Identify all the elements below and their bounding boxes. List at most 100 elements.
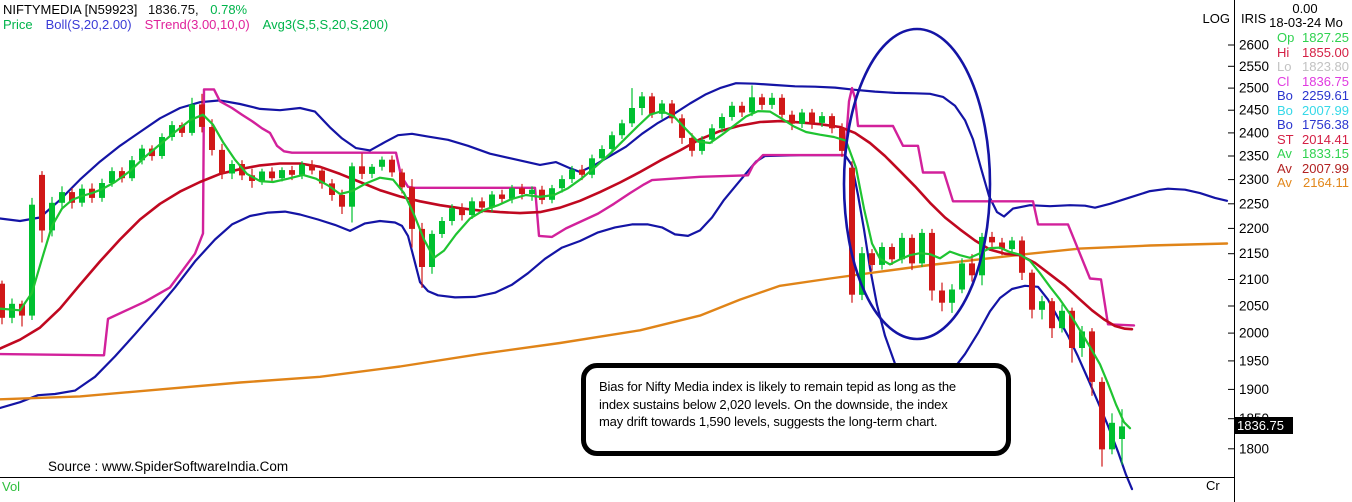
candle-body (259, 171, 265, 181)
candle-body (179, 125, 185, 133)
candle-body (1009, 240, 1015, 250)
chart-header: NIFTYMEDIA [N59923] 1836.75, 0.78% (3, 2, 247, 17)
candle-body (919, 232, 925, 264)
panel-row-lo: Lo 1823.80 (1277, 59, 1349, 75)
candle-body (689, 137, 695, 151)
candle-body (479, 201, 485, 208)
y-tick-label: 2100 (1239, 272, 1269, 287)
last-price: 1836.75, (148, 2, 199, 17)
series-sma-20 (0, 119, 1134, 350)
panel-row-st: ST 2014.41 (1277, 131, 1349, 147)
candle-body (119, 171, 125, 179)
candle-body (1059, 310, 1065, 329)
volume-pane-label: Vol (2, 479, 21, 494)
candle-body (549, 188, 555, 200)
candle-body (459, 208, 465, 216)
candle-body (939, 290, 945, 303)
candle-body (929, 232, 935, 291)
candle-body (319, 170, 325, 184)
candle-body (799, 112, 805, 124)
candle-body (859, 253, 865, 295)
y-tick-label: 2350 (1239, 149, 1269, 164)
candle-body (219, 149, 225, 174)
candle-body (579, 169, 585, 175)
candle-body (499, 194, 505, 199)
candle-body (389, 159, 395, 173)
candle-body (69, 192, 75, 203)
candle-body (829, 116, 835, 129)
candle-body (229, 164, 235, 174)
candle-body (159, 137, 165, 156)
candle-body (1089, 331, 1095, 382)
candle-body (169, 125, 175, 137)
candle-body (969, 263, 975, 276)
candle-body (49, 202, 55, 231)
y-tick-label: 2050 (1239, 299, 1269, 314)
candle-body (989, 236, 995, 243)
candle-body (1109, 422, 1115, 450)
legend-boll[interactable]: Boll(S,20,2.00) (45, 17, 132, 32)
candle-body (489, 194, 495, 208)
panel-row-av: Av 2164.11 (1277, 175, 1349, 191)
candle-body (869, 253, 875, 265)
candle-body (509, 188, 515, 199)
y-tick-label: 2300 (1239, 172, 1269, 187)
candle-body (1049, 301, 1055, 329)
candle-body (309, 164, 315, 171)
candle-body (849, 167, 855, 295)
candle-body (879, 247, 885, 265)
y-tick-label: 2150 (1239, 246, 1269, 261)
candle-body (269, 171, 275, 179)
candle-body (1069, 310, 1075, 348)
candle-body (559, 179, 565, 189)
candle-body (1119, 426, 1125, 439)
source-credit: Source : www.SpiderSoftwareIndia.Com (48, 459, 289, 474)
candle-body (789, 114, 795, 124)
candle-body (819, 116, 825, 123)
candle-body (709, 128, 715, 140)
candle-body (19, 303, 25, 316)
candle-body (729, 105, 735, 117)
legend-strend[interactable]: STrend(3.00,10,0) (144, 17, 250, 32)
crore-unit-label: Cr (1206, 478, 1220, 493)
crash-highlight-ellipse (842, 27, 992, 341)
candle-body (399, 172, 405, 188)
y-tick-label: 2200 (1239, 221, 1269, 236)
candle-body (569, 169, 575, 180)
candle-body (419, 228, 425, 267)
candle-body (949, 289, 955, 303)
indicator-legend: Price Boll(S,20,2.00) STrend(3.00,10,0) Avg… (3, 17, 401, 32)
candle-body (439, 221, 445, 234)
candle-body (899, 237, 905, 260)
candle-body (759, 97, 765, 105)
panel-row-av: Av 1833.15 (1277, 146, 1349, 162)
panel-row-bo: Bo 1756.38 (1277, 117, 1349, 133)
y-tick-label: 2000 (1239, 326, 1269, 341)
log-scale-label[interactable]: LOG (1202, 11, 1230, 26)
y-tick-label: 1950 (1239, 353, 1269, 368)
candle-body (659, 103, 665, 114)
candle-body (889, 247, 895, 260)
candle-body (209, 127, 215, 150)
series-bollinger-lower (0, 154, 1134, 491)
candle-body (609, 135, 615, 149)
candle-body (699, 139, 705, 151)
candle-body (469, 201, 475, 215)
candle-body (809, 112, 815, 123)
y-tick-label: 2550 (1239, 59, 1269, 74)
candle-body (9, 303, 15, 318)
panel-row-op: Op 1827.25 (1277, 30, 1349, 45)
panel-row-hi: Hi 1855.00 (1277, 44, 1349, 60)
candle-body (379, 159, 385, 167)
candle-body (29, 204, 35, 316)
candle-body (1029, 272, 1035, 310)
legend-price[interactable]: Price (3, 17, 33, 32)
symbol-name: NIFTYMEDIA [N59923] (3, 2, 138, 17)
legend-avg3[interactable]: Avg3(S,5,S,20,S,200) (262, 17, 389, 32)
candle-body (999, 242, 1005, 250)
candle-body (639, 96, 645, 108)
candle-body (239, 164, 245, 176)
y-tick-label: 2600 (1239, 38, 1269, 53)
